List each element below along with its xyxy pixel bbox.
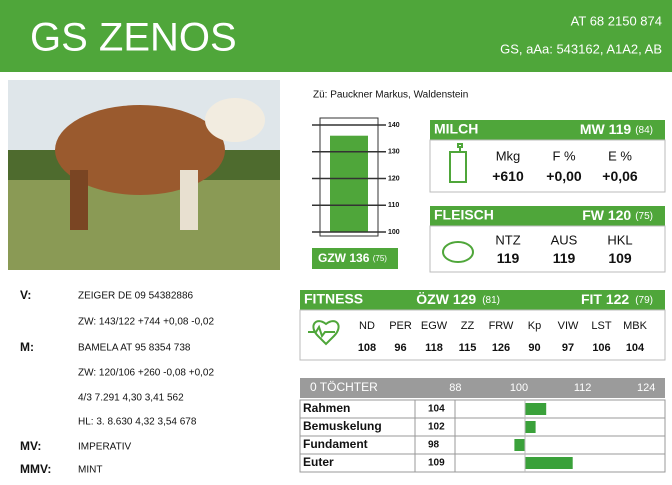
text: ZZ: [461, 320, 475, 332]
text: 124: [637, 382, 655, 394]
text: MV:: [20, 439, 41, 453]
bar: [525, 421, 536, 433]
row: [299, 453, 666, 473]
text: 104: [428, 404, 445, 415]
section-box: [429, 139, 666, 193]
header-bar: [0, 0, 672, 72]
text: 119: [553, 250, 576, 266]
gzw-label: GZW 136 (75): [318, 251, 387, 265]
text: Rahmen: [303, 401, 350, 415]
text: MILCH: [434, 121, 478, 137]
section-bar: [300, 290, 665, 310]
section-box: [429, 225, 666, 273]
linear-title: 0 TÖCHTER: [310, 380, 378, 394]
photo: [8, 80, 280, 270]
text: Mkg: [496, 149, 521, 164]
text: E %: [608, 149, 632, 164]
heart-icon: [308, 320, 340, 346]
text: F %: [552, 149, 576, 164]
text: 96: [394, 342, 406, 354]
bar: [525, 457, 573, 469]
text: 140: [388, 122, 400, 129]
text: LST: [591, 320, 611, 332]
row: [299, 399, 666, 419]
meat-icon: [442, 241, 474, 263]
text: 126: [492, 342, 510, 354]
text: 97: [562, 342, 574, 354]
text: 90: [528, 342, 540, 354]
text: V:: [20, 288, 31, 302]
text: HKL: [607, 233, 632, 248]
text: NTZ: [495, 233, 520, 248]
title: GS ZENOS: [30, 16, 237, 60]
gzw-bar: [330, 135, 368, 232]
text: 100: [510, 382, 528, 394]
info: GS, aAa: 543162, A1A2, AB: [500, 41, 662, 56]
text: ND: [359, 320, 375, 332]
text: 98: [428, 440, 440, 451]
text: 104: [626, 342, 645, 354]
id: AT 68 2150 874: [571, 13, 662, 28]
text: 108: [358, 342, 376, 354]
text: 109: [608, 250, 632, 266]
index: FW 120 (75): [582, 207, 653, 223]
section-bar: [430, 206, 665, 226]
text: +0,00: [546, 168, 582, 184]
text: Kp: [528, 320, 541, 332]
text: 115: [459, 342, 477, 354]
text: 88: [449, 382, 461, 394]
text: 118: [425, 342, 443, 354]
text: 119: [497, 250, 520, 266]
text: MMV:: [20, 462, 51, 476]
section-bar: [430, 120, 665, 140]
text: +610: [492, 168, 524, 184]
text: ZW: 120/106 +260 -0,08 +0,02: [78, 368, 214, 379]
section-box: [299, 309, 666, 361]
text: AUS: [551, 233, 578, 248]
text: FITNESS: [304, 291, 363, 307]
bar: [514, 439, 525, 451]
text: 120: [388, 175, 400, 182]
text: 100: [388, 229, 400, 236]
text: 130: [388, 149, 400, 156]
text: Euter: [303, 455, 334, 469]
text: IMPERATIV: [78, 442, 131, 453]
text: BAMELA AT 95 8354 738: [78, 343, 191, 354]
index: ÖZW 129 (81): [416, 291, 500, 307]
text: 102: [428, 422, 445, 433]
index: FIT 122 (79): [581, 291, 653, 307]
gauge-frame: [319, 117, 379, 237]
text: 112: [574, 382, 592, 394]
text: MINT: [78, 465, 102, 476]
text: Fundament: [303, 437, 368, 451]
linear-header: [300, 378, 665, 398]
text: Bemuskelung: [303, 419, 382, 433]
text: HL: 3. 8.630 4,32 3,54 678: [78, 417, 197, 428]
bar: [525, 403, 547, 415]
text: VIW: [558, 320, 579, 332]
text: FLEISCH: [434, 207, 494, 223]
text: 110: [388, 202, 399, 209]
text: ZEIGER DE 09 54382886: [78, 291, 194, 302]
breeder: Zü: Pauckner Markus, Waldenstein: [313, 90, 468, 101]
text: PER: [389, 320, 412, 332]
text: 109: [428, 458, 445, 469]
gzw-box: [312, 248, 398, 269]
text: ZW: 143/122 +744 +0,08 -0,02: [78, 317, 214, 328]
text: +0,06: [602, 168, 638, 184]
milk-icon: [449, 143, 467, 183]
text: M:: [20, 340, 34, 354]
text: 4/3 7.291 4,30 3,41 562: [78, 393, 184, 404]
index: MW 119 (84): [580, 121, 653, 137]
text: FRW: [489, 320, 514, 332]
text: EGW: [421, 320, 448, 332]
text: MBK: [623, 320, 648, 332]
text: 106: [592, 342, 610, 354]
